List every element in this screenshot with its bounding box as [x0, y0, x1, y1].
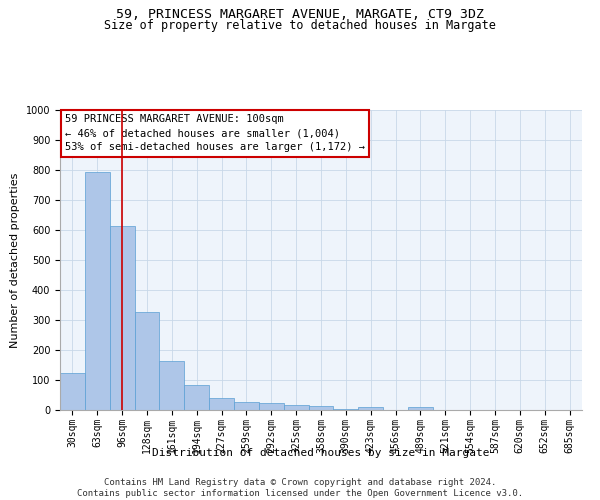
Bar	[60, 372, 85, 410]
Bar	[85, 172, 110, 410]
Bar	[334, 408, 358, 410]
Bar	[209, 398, 234, 410]
Text: Size of property relative to detached houses in Margate: Size of property relative to detached ho…	[104, 19, 496, 32]
Text: Distribution of detached houses by size in Margate: Distribution of detached houses by size …	[152, 448, 490, 458]
Bar	[110, 226, 134, 410]
Text: 59 PRINCESS MARGARET AVENUE: 100sqm
← 46% of detached houses are smaller (1,004): 59 PRINCESS MARGARET AVENUE: 100sqm ← 46…	[65, 114, 365, 152]
Bar	[259, 402, 284, 410]
Bar	[184, 386, 209, 410]
Y-axis label: Number of detached properties: Number of detached properties	[10, 172, 20, 348]
Bar	[358, 407, 383, 410]
Bar	[284, 405, 308, 410]
Text: Contains HM Land Registry data © Crown copyright and database right 2024.
Contai: Contains HM Land Registry data © Crown c…	[77, 478, 523, 498]
Bar	[160, 362, 184, 410]
Text: 59, PRINCESS MARGARET AVENUE, MARGATE, CT9 3DZ: 59, PRINCESS MARGARET AVENUE, MARGATE, C…	[116, 8, 484, 20]
Bar	[408, 407, 433, 410]
Bar	[308, 406, 334, 410]
Bar	[134, 312, 160, 410]
Bar	[234, 402, 259, 410]
